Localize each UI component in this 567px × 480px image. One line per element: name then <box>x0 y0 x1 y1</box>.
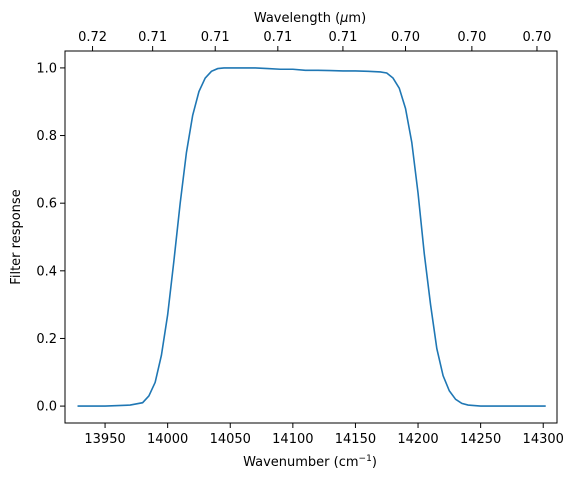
bottom-x-ticks: 13950 14000 14050 14100 14150 14200 14250 14300 <box>84 423 564 447</box>
x-tick-label: 14300 <box>523 432 564 447</box>
y-ticks: 0.0 0.2 0.4 0.6 0.8 1.0 <box>36 61 65 415</box>
top-axis-label-unit: μ <box>339 11 348 26</box>
x-tick-label: 14100 <box>272 432 313 447</box>
top-x-ticks: 0.72 0.71 0.71 0.71 0.71 0.70 0.70 0.70 <box>78 30 551 51</box>
x-tick-label: 14200 <box>397 432 438 447</box>
y-tick-label: 0.2 <box>36 332 57 347</box>
top-tick-label: 0.70 <box>391 30 420 45</box>
y-tick-label: 0.8 <box>36 129 57 144</box>
top-tick-label: 0.71 <box>328 30 357 45</box>
y-tick-label: 0.0 <box>36 400 57 415</box>
x-tick-label: 14150 <box>335 432 376 447</box>
x-tick-label: 14250 <box>460 432 501 447</box>
filter-response-line <box>77 67 546 407</box>
x-tick-label: 14000 <box>147 432 188 447</box>
x-tick-label: 13950 <box>84 432 125 447</box>
y-axis-label: Filter response <box>9 189 24 284</box>
x-axis-label-superscript: −1 <box>359 454 372 464</box>
x-axis-label: Wavenumber (cm−1) <box>243 454 377 470</box>
y-tick-label: 1.0 <box>36 61 57 76</box>
top-tick-label: 0.70 <box>457 30 486 45</box>
plot-frame <box>64 50 558 424</box>
x-tick-label: 14050 <box>210 432 251 447</box>
top-tick-label: 0.71 <box>201 30 230 45</box>
y-tick-label: 0.6 <box>36 197 57 212</box>
y-tick-label: 0.4 <box>36 264 57 279</box>
top-tick-label: 0.72 <box>78 30 107 45</box>
top-tick-label: 0.71 <box>263 30 292 45</box>
top-tick-label: 0.71 <box>138 30 167 45</box>
top-axis-label: Wavelength (μm) <box>254 11 366 26</box>
top-tick-label: 0.70 <box>522 30 551 45</box>
